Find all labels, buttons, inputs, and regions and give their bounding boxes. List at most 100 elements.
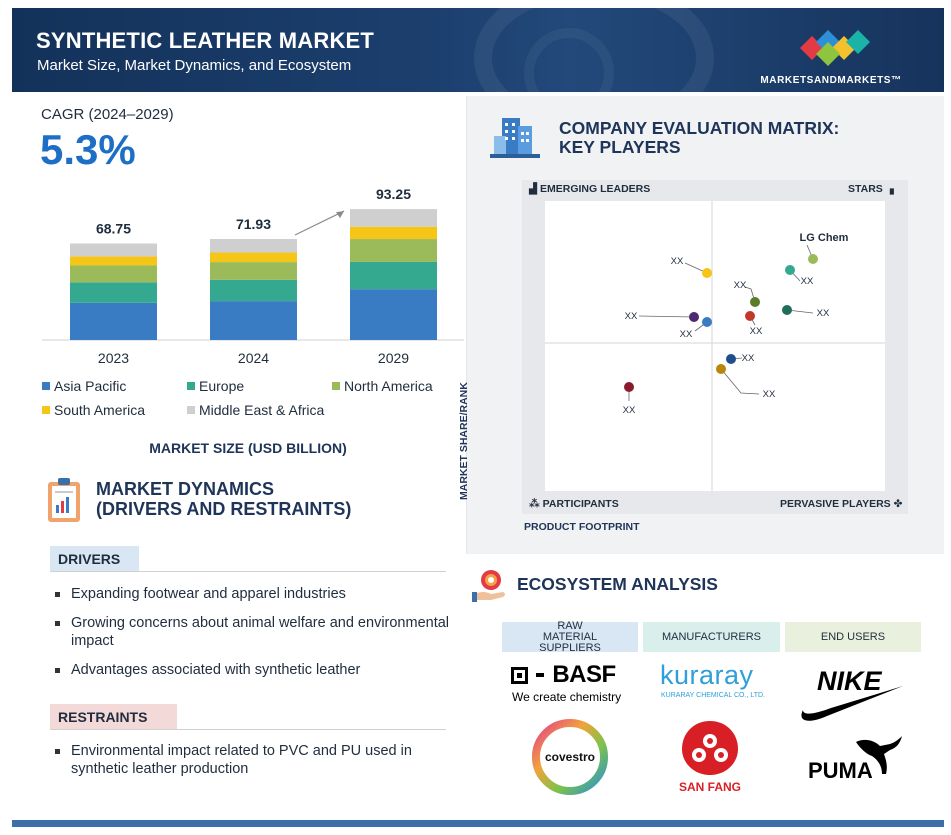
hand-globe-icon: [472, 570, 505, 602]
y-axis-label: MARKET SHARE/RANK: [458, 382, 470, 500]
matrix-title-line2: KEY PLAYERS: [559, 137, 681, 157]
restraints-list: Environmental impact related to PVC and …: [54, 742, 454, 789]
matrix-company-point: [702, 317, 712, 327]
quadrant-stars: STARS ▗: [848, 183, 894, 195]
bar-segment: [350, 289, 437, 340]
ecosystem-header-raw-material: RAW MATERIAL SUPPLIERS: [502, 620, 638, 653]
basf-tagline: We create chemistry: [512, 690, 622, 704]
bar-segment: [350, 239, 437, 262]
legend-swatch: [187, 406, 195, 414]
bar-segment: [70, 302, 157, 340]
matrix-title-line1: COMPANY EVALUATION MATRIX:: [559, 118, 840, 138]
buildings-icon: [490, 118, 540, 158]
bar-segment: [210, 262, 297, 280]
bar-segment: [350, 261, 437, 290]
emerging-leaders-icon: ▟: [529, 183, 538, 195]
kuraray-subtitle: KURARAY CHEMICAL CO., LTD.: [661, 692, 765, 699]
matrix-plot: LG Chem XX XX XX XX XX XX XX XX XX XX: [545, 201, 885, 491]
category-label: 2024: [238, 350, 269, 366]
nike-logo: NIKE: [801, 666, 903, 721]
page-subtitle: Market Size, Market Dynamics, and Ecosys…: [37, 57, 352, 74]
bar-segment: [350, 226, 437, 240]
x-axis-label: PRODUCT FOOTPRINT: [524, 521, 640, 533]
pervasive-players-icon: ✤: [893, 498, 903, 510]
kuraray-logo: kuraray: [660, 660, 754, 690]
bar-segment: [210, 252, 297, 263]
page-title: SYNTHETIC LEATHER MARKET: [36, 28, 375, 53]
bar-segment: [70, 243, 157, 257]
legend-label: Europe: [199, 378, 245, 394]
matrix-company-point: [745, 311, 755, 321]
basf-square-icon: [511, 667, 528, 684]
matrix-leader-line: [720, 368, 760, 395]
decorative-ring: [524, 28, 614, 92]
matrix-company-label: XX: [734, 280, 747, 291]
cagr-value: 5.3%: [40, 126, 136, 173]
market-size-chart: 68.75 2023 71.93 2024 93.25 2029: [42, 186, 464, 366]
matrix-company-label: XX: [671, 256, 684, 267]
restraints-label: RESTRAINTS: [50, 704, 177, 729]
covestro-name: covestro: [545, 750, 595, 764]
basf-dash-icon: [536, 673, 545, 677]
sanfang-name: SAN FANG: [679, 780, 741, 794]
chart-title: MARKET SIZE (USD BILLION): [149, 440, 347, 456]
marketsandmarkets-logo: MARKETSANDMARKETS™: [756, 24, 906, 86]
legend-item: Middle East & Africa: [187, 402, 324, 418]
legend-swatch: [187, 382, 195, 390]
ecosystem-header-manufacturers: MANUFACTURERS: [643, 622, 780, 652]
basf-name: BASF: [552, 661, 616, 688]
stars-icon: ▗: [885, 183, 894, 195]
quadrant-pervasive-players: PERVASIVE PLAYERS ✤: [780, 498, 903, 510]
panel-divider: [466, 96, 467, 554]
matrix-plot-area: [545, 201, 885, 491]
market-dynamics-title-line2: (DRIVERS AND RESTRAINTS): [96, 499, 352, 519]
matrix-company-label: XX: [623, 405, 636, 416]
growth-arrow: [294, 210, 345, 236]
driver-item: Advantages associated with synthetic lea…: [54, 661, 454, 679]
cagr-label: CAGR (2024–2029): [41, 106, 174, 123]
bar-segment: [70, 265, 157, 283]
clipboard-chart-icon: [48, 478, 80, 522]
matrix-company-label: LG Chem: [800, 232, 849, 244]
matrix-company-point: [689, 312, 699, 322]
basf-logo: BASF We create chemistry: [508, 658, 634, 706]
legend-label: Middle East & Africa: [199, 402, 325, 418]
matrix-leader-line: [638, 315, 695, 318]
legend-item: Asia Pacific: [42, 378, 126, 394]
covestro-logo: covestro: [532, 719, 608, 795]
matrix-company-label: XX: [680, 329, 693, 340]
bar-segment: [70, 256, 157, 266]
matrix-company-label: XX: [625, 311, 638, 322]
legend-swatch: [42, 382, 50, 390]
driver-item: Growing concerns about animal welfare an…: [54, 614, 454, 650]
drivers-divider: [50, 571, 446, 572]
bar-segment: [210, 279, 297, 302]
logo-text: MARKETSANDMARKETS™: [760, 75, 902, 86]
matrix-company-point: [785, 265, 795, 275]
matrix-company-point: [782, 305, 792, 315]
legend-swatch: [332, 382, 340, 390]
restraint-item: Environmental impact related to PVC and …: [54, 742, 454, 778]
legend-swatch: [42, 406, 50, 414]
matrix-title: COMPANY EVALUATION MATRIX: KEY PLAYERS: [559, 119, 839, 157]
legend-label: Asia Pacific: [54, 378, 127, 394]
nike-wordmark: NIKE: [817, 666, 882, 696]
puma-logo: PUMA: [808, 736, 902, 783]
drivers-list: Expanding footwear and apparel industrie…: [54, 585, 454, 690]
matrix-company-label: XX: [763, 389, 776, 400]
legend-item: South America: [42, 402, 145, 418]
restraints-divider: [50, 729, 446, 730]
legend-label: South America: [54, 402, 146, 418]
matrix-company-label: XX: [742, 353, 755, 364]
logo-diamonds-icon: [800, 30, 870, 66]
bar-segment: [210, 239, 297, 253]
participants-icon: ⁂: [529, 498, 540, 510]
legend-item: Europe: [187, 378, 244, 394]
matrix-company-point: [726, 354, 736, 364]
header-banner: SYNTHETIC LEATHER MARKET Market Size, Ma…: [12, 8, 944, 92]
nike-swoosh-icon: [801, 686, 903, 721]
drivers-label: DRIVERS: [50, 546, 139, 571]
bar-total-label: 93.25: [376, 186, 411, 202]
sanfang-logo: SAN FANG: [679, 721, 741, 794]
matrix-company-point: [702, 268, 712, 278]
